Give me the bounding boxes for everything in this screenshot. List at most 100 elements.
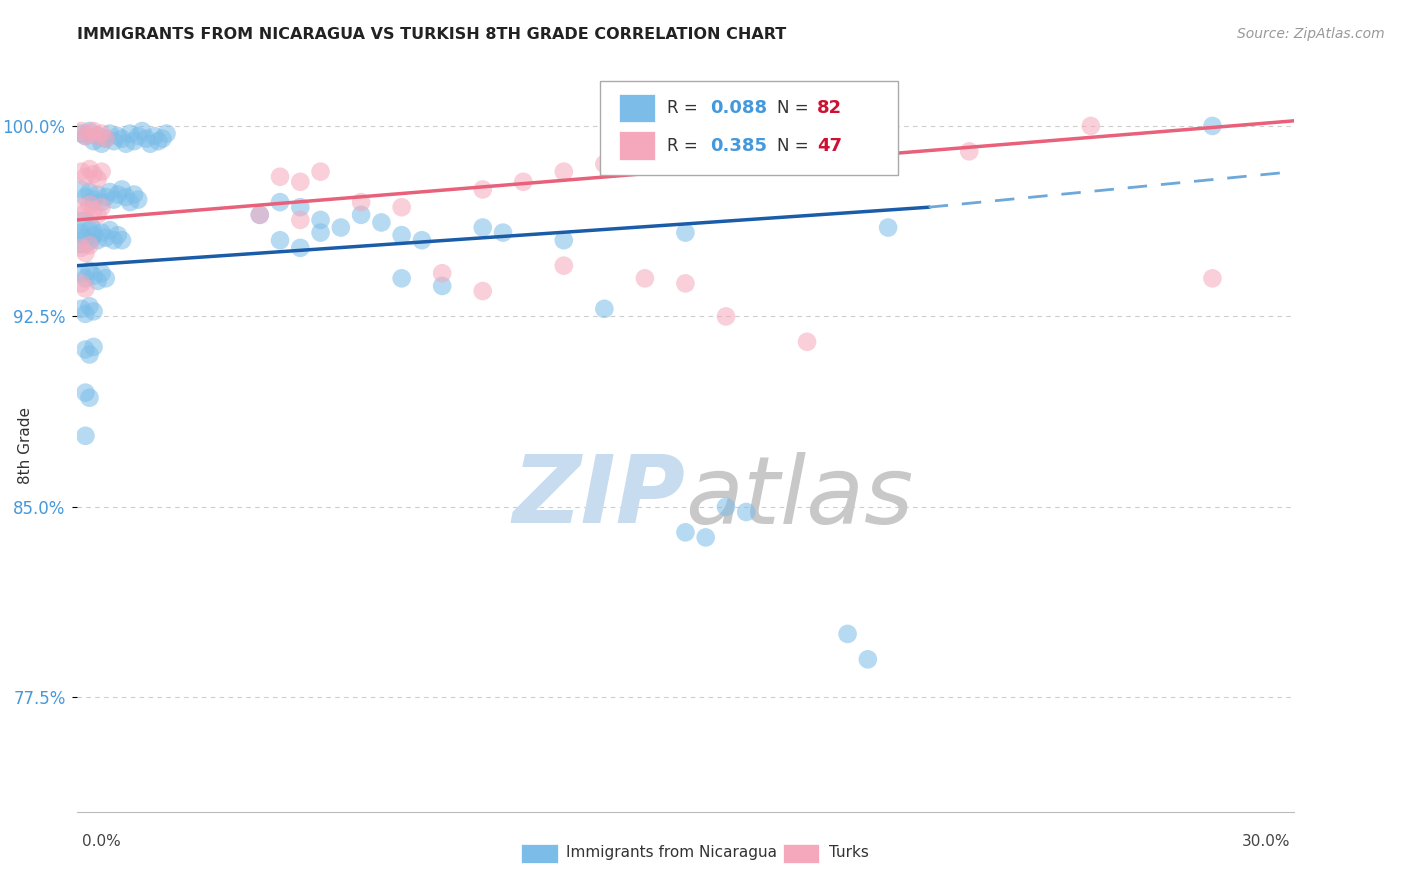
- Point: [98, 185, 121, 199]
- Point: [79, 223, 101, 237]
- Point: [107, 187, 129, 202]
- Point: [75, 230, 97, 244]
- Point: [103, 134, 125, 148]
- Point: [877, 220, 900, 235]
- Point: [350, 208, 373, 222]
- Point: [143, 129, 166, 144]
- Point: [290, 213, 312, 227]
- Point: [139, 136, 162, 151]
- Point: [103, 233, 125, 247]
- Point: [471, 182, 494, 196]
- Point: [94, 230, 117, 244]
- Point: [471, 220, 494, 235]
- Point: [290, 200, 312, 214]
- Point: [512, 175, 534, 189]
- Text: 8th Grade: 8th Grade: [18, 408, 32, 484]
- Point: [79, 185, 101, 199]
- Point: [593, 301, 616, 316]
- Point: [127, 193, 149, 207]
- Point: [111, 233, 134, 247]
- Point: [471, 284, 494, 298]
- Point: [714, 310, 737, 324]
- Point: [75, 307, 97, 321]
- Bar: [619, 94, 655, 122]
- Point: [83, 134, 105, 148]
- Point: [714, 500, 737, 514]
- Point: [675, 226, 697, 240]
- Point: [94, 190, 117, 204]
- Point: [98, 223, 121, 237]
- Point: [75, 385, 97, 400]
- Text: N =: N =: [776, 99, 814, 117]
- Point: [79, 263, 101, 277]
- Point: [86, 129, 108, 144]
- Point: [593, 157, 616, 171]
- Point: [430, 266, 453, 280]
- Bar: [783, 844, 820, 863]
- Point: [70, 226, 93, 240]
- Point: [75, 169, 97, 184]
- Point: [70, 127, 93, 141]
- Point: [430, 279, 453, 293]
- Point: [86, 208, 108, 222]
- Point: [634, 271, 657, 285]
- Point: [553, 259, 575, 273]
- Point: [553, 164, 575, 178]
- Point: [249, 208, 271, 222]
- Point: [75, 205, 97, 219]
- Point: [75, 190, 97, 204]
- Point: [75, 129, 97, 144]
- Point: [70, 301, 93, 316]
- Point: [86, 187, 108, 202]
- Point: [70, 164, 93, 178]
- Point: [79, 127, 101, 141]
- Point: [309, 164, 332, 178]
- Point: [553, 233, 575, 247]
- Point: [79, 162, 101, 177]
- Point: [94, 131, 117, 145]
- Point: [83, 124, 105, 138]
- Point: [675, 525, 697, 540]
- Point: [111, 131, 134, 145]
- Point: [79, 299, 101, 313]
- Point: [75, 271, 97, 285]
- Point: [391, 271, 413, 285]
- Point: [1201, 119, 1223, 133]
- Point: [90, 164, 112, 178]
- Point: [75, 429, 97, 443]
- Point: [70, 200, 93, 214]
- Point: [86, 129, 108, 144]
- Text: 82: 82: [817, 99, 842, 117]
- Point: [90, 266, 112, 280]
- Point: [70, 182, 93, 196]
- Point: [70, 226, 93, 240]
- Point: [118, 127, 141, 141]
- Point: [269, 195, 291, 210]
- Point: [83, 228, 105, 243]
- Point: [695, 530, 717, 544]
- Bar: [619, 131, 655, 160]
- Text: Immigrants from Nicaragua: Immigrants from Nicaragua: [567, 846, 778, 861]
- Point: [75, 343, 97, 357]
- Point: [155, 127, 177, 141]
- Point: [877, 149, 900, 163]
- Point: [70, 266, 93, 280]
- Point: [148, 134, 170, 148]
- Point: [249, 208, 271, 222]
- Text: IMMIGRANTS FROM NICARAGUA VS TURKISH 8TH GRADE CORRELATION CHART: IMMIGRANTS FROM NICARAGUA VS TURKISH 8TH…: [77, 27, 786, 42]
- Point: [309, 226, 332, 240]
- Point: [329, 220, 352, 235]
- Point: [86, 274, 108, 288]
- Text: 0.0%: 0.0%: [82, 834, 121, 849]
- Text: 0.385: 0.385: [710, 136, 766, 154]
- Point: [107, 129, 129, 144]
- Point: [86, 233, 108, 247]
- Point: [75, 246, 97, 260]
- Point: [90, 127, 112, 141]
- Point: [350, 195, 373, 210]
- Point: [111, 182, 134, 196]
- Point: [98, 127, 121, 141]
- Point: [75, 129, 97, 144]
- Point: [127, 129, 149, 144]
- Point: [115, 136, 138, 151]
